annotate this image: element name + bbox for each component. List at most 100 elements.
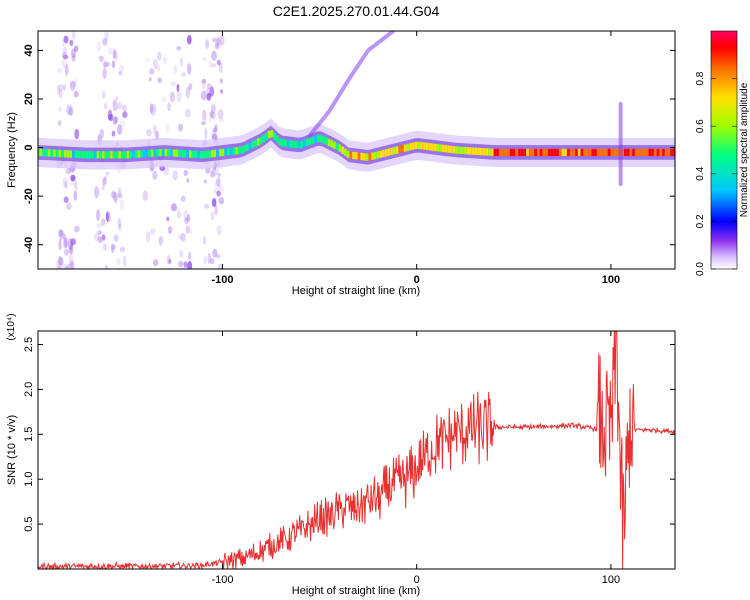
heatmap-ridge-cell <box>455 146 459 154</box>
heatmap-ridge-cell <box>656 148 660 157</box>
heatmap-noise-speck <box>58 106 62 113</box>
heatmap-ridge-cell <box>542 148 546 157</box>
heatmap-ridge-cell <box>643 148 646 157</box>
heatmap-noise-speck <box>56 84 61 95</box>
heatmap-noise-speck <box>119 64 125 72</box>
heatmap-ridge-cell <box>531 148 535 157</box>
heatmap-noise-speck <box>218 184 224 196</box>
heatmap-noise-speck <box>105 171 110 176</box>
heatmap-noise-speck <box>149 103 154 114</box>
heatmap-ridge-cell <box>583 148 586 157</box>
heatmap-ridge-cell <box>327 138 331 147</box>
heatmap-ridge-cell <box>85 151 89 159</box>
snr-y-tick-label: 2.5 <box>23 337 35 352</box>
heatmap-noise-speck <box>168 258 172 264</box>
heatmap-noise-speck <box>209 86 215 97</box>
heatmap-ridge-cell <box>74 150 78 158</box>
heatmap-ridge-cell <box>88 151 92 159</box>
heatmap-noise-speck <box>208 60 213 68</box>
heatmap-noise-speck <box>183 169 189 177</box>
heatmap-ridge-cell <box>270 130 274 138</box>
heatmap-noise-speck <box>211 129 217 139</box>
heatmap-noise-speck <box>69 80 76 91</box>
heatmap-ridge-cell <box>305 138 309 147</box>
heatmap-noise-speck <box>204 127 208 140</box>
heatmap-ridge-cell <box>80 150 83 159</box>
heatmap-ridge-cell <box>534 148 537 157</box>
heatmap-ridge-cell <box>653 148 657 157</box>
heatmap-ridge-cell <box>83 151 86 159</box>
heatmap-noise-speck <box>69 39 74 47</box>
snr-x-tick-label: 100 <box>602 574 620 586</box>
heatmap-noise-speck <box>213 127 218 133</box>
heatmap-noise-speck <box>64 64 69 76</box>
heatmap-ridge-cell <box>450 145 453 154</box>
heatmap-noise-speck <box>218 117 225 123</box>
heatmap-noise-speck <box>214 180 218 189</box>
snr-y-axis-label: SNR (10 * v/v) <box>6 415 18 485</box>
heatmap-ridge-cell <box>615 148 619 157</box>
heatmap-noise-speck <box>206 93 212 101</box>
heatmap-ridge-cell <box>599 148 603 157</box>
heatmap-noise-speck <box>114 116 119 124</box>
heatmap-ridge-cell <box>248 142 252 150</box>
heatmap-noise-speck <box>57 84 64 91</box>
colorbar-tick-label: 0.6 <box>695 119 706 133</box>
heatmap-noise-speck <box>107 109 113 121</box>
heatmap-noise-speck <box>184 217 189 224</box>
heatmap-ridge-cell <box>354 152 358 160</box>
heatmap-ridge-cell <box>208 150 211 158</box>
heatmap-noise-speck <box>112 98 117 107</box>
heatmap-ridge-cell <box>360 152 363 161</box>
heatmap-noise-speck <box>107 47 113 55</box>
heatmap-noise-speck <box>212 248 218 258</box>
heatmap-noise-speck <box>63 248 69 256</box>
snr-x-tick-label: -100 <box>211 574 233 586</box>
heatmap-noise-speck <box>61 58 68 69</box>
heatmap-noise-speck <box>106 211 111 223</box>
heatmap-noise-speck <box>211 197 217 207</box>
heatmap-ridge-cell <box>257 138 260 146</box>
heatmap-ridge-cell <box>566 148 570 157</box>
heatmap-ridge-cell <box>61 150 64 158</box>
heatmap-noise-speck <box>216 39 222 50</box>
heatmap-noise-speck <box>218 62 223 74</box>
heatmap-ridge-cell <box>564 148 567 157</box>
snr-series-line <box>38 331 675 569</box>
heatmap-noise-speck <box>62 84 66 91</box>
heatmap-noise-speck <box>145 57 151 62</box>
heatmap-noise-speck <box>179 57 184 67</box>
heatmap-ridge-cell <box>637 148 641 157</box>
heatmap-ridge-cell <box>278 138 282 146</box>
heatmap-ridge-cell <box>594 148 597 157</box>
snr-frame <box>37 330 676 570</box>
heatmap-noise-speck <box>102 177 107 186</box>
heatmap-ridge-cell <box>300 140 304 149</box>
snr-background <box>38 331 675 569</box>
heatmap-ridge-cell <box>667 148 671 157</box>
heatmap-ridge-cell <box>662 148 665 157</box>
heatmap-ridge-cell <box>69 150 73 158</box>
heatmap-ridge-cell <box>251 140 255 149</box>
colorbar-frame <box>710 30 738 270</box>
heatmap-ridge-cell <box>520 148 524 157</box>
heatmap-ridge-cell <box>518 148 521 157</box>
heatmap-noise-speck <box>176 211 182 219</box>
heatmap-noise-speck <box>57 255 63 268</box>
heatmap-noise-speck <box>217 109 224 120</box>
heatmap-ridge-cell <box>490 148 494 156</box>
colorbar-label: Normalized spectral amplitude <box>739 82 750 217</box>
heatmap-ridge-cell <box>528 148 532 157</box>
heatmap-noise-speck <box>69 242 74 255</box>
heatmap-noise-speck <box>176 90 182 103</box>
heatmap-ridge-cell <box>621 148 624 157</box>
heatmap-ridge-cell <box>227 148 230 156</box>
heatmap-noise-speck <box>205 38 210 50</box>
heatmap-noise-speck <box>58 229 65 237</box>
heatmap-y-axis-label: Frequency (Hz) <box>6 112 18 188</box>
heatmap-noise-speck <box>216 59 221 66</box>
heatmap-noise-speck <box>68 104 73 116</box>
heatmap-ridge-cell <box>286 139 290 148</box>
heatmap-noise-speck <box>169 91 175 103</box>
heatmap-noise-speck <box>212 37 218 43</box>
